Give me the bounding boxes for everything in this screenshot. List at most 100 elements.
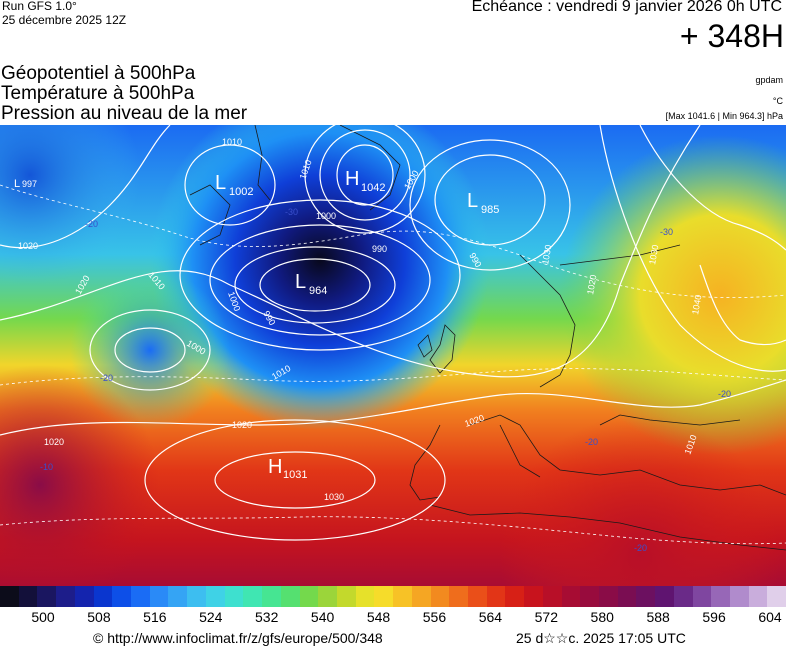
isobar-label: 1000 [316, 211, 336, 221]
param-temperature: Température à 500hPa [1, 83, 195, 104]
temperature-labels: -20 -10 -20 -30 -20 -20 -30 -20 [40, 207, 731, 553]
temperature-label: -20 [718, 389, 731, 399]
weather-map[interactable]: L 1002 H 1042 L 985 L 964 H 1031 L 997 1… [0, 125, 786, 586]
color-swatch [18, 586, 38, 607]
color-swatch [505, 586, 525, 607]
isobar-label: 1020 [18, 241, 38, 251]
color-swatch [655, 586, 674, 607]
temperature-label: -20 [634, 543, 647, 553]
color-swatch [0, 586, 19, 607]
color-swatch [112, 586, 132, 607]
center-low-3-value: 964 [309, 285, 327, 297]
isobar-label: 1040 [690, 294, 703, 315]
color-swatch [524, 586, 543, 607]
center-low-3-letter: L [295, 271, 306, 293]
unit-temperature: °C [772, 96, 783, 106]
isobar-label: 1030 [540, 244, 553, 265]
unit-geopotential: gpdam [755, 75, 783, 85]
color-swatch [149, 586, 169, 607]
forecast-lead-time: + 348H [679, 18, 784, 54]
color-swatch [673, 586, 693, 607]
color-swatch [411, 586, 431, 607]
isobars [0, 125, 786, 541]
color-scale-tick: 532 [255, 609, 279, 625]
center-high-2-letter: H [268, 456, 282, 478]
center-high-2-value: 1031 [283, 469, 307, 481]
color-scale-tick: 524 [199, 609, 223, 625]
color-swatch [486, 586, 506, 607]
center-low-2-value: 985 [481, 204, 499, 216]
color-swatch [430, 586, 450, 607]
color-swatch [243, 586, 263, 607]
color-scale-tick: 516 [143, 609, 167, 625]
source-url[interactable]: © http://www.infoclimat.fr/z/gfs/europe/… [93, 630, 383, 646]
color-scale-tick: 572 [534, 609, 558, 625]
isobar-label: 1020 [44, 437, 64, 447]
color-swatch [636, 586, 656, 607]
color-swatch [131, 586, 150, 607]
temperature-label: -20 [585, 437, 598, 447]
param-sea-level-pressure: Pression au niveau de la mer [1, 103, 248, 124]
isobar-label: 1020 [232, 420, 252, 430]
color-swatch [187, 586, 206, 607]
run-label: Run GFS 1.0° [2, 0, 77, 13]
color-scale-tick: 588 [646, 609, 670, 625]
center-low-1-value: 1002 [229, 186, 253, 198]
color-swatch [617, 586, 637, 607]
color-swatch [355, 586, 375, 607]
color-swatch [692, 586, 712, 607]
color-swatch [37, 586, 57, 607]
center-low-4-value: 997 [22, 179, 37, 189]
color-swatch [767, 586, 786, 607]
color-swatch [393, 586, 412, 607]
isobar-label: 1020 [585, 274, 598, 295]
geopotential-lines [0, 184, 786, 545]
color-swatch [336, 586, 356, 607]
temperature-label: -20 [85, 219, 98, 229]
color-swatch [56, 586, 75, 607]
color-swatch [262, 586, 281, 607]
color-swatch [74, 586, 94, 607]
coastlines [189, 125, 786, 551]
temperature-label: -30 [660, 227, 673, 237]
color-swatch [168, 586, 188, 607]
color-swatch [374, 586, 394, 607]
unit-pressure-range: [Max 1041.6 | Min 964.3] hPa [665, 111, 783, 121]
color-scale-bar [0, 586, 786, 607]
color-scale-tick: 540 [310, 609, 335, 625]
temperature-label: -10 [40, 462, 53, 472]
color-swatch [542, 586, 562, 607]
isobar-label: 990 [372, 244, 387, 254]
color-swatch [561, 586, 581, 607]
color-scale-tick: 556 [422, 609, 447, 625]
color-swatch [93, 586, 113, 607]
isobar-label: 1030 [324, 492, 344, 502]
color-swatch [299, 586, 319, 607]
color-scale-tick: 564 [478, 609, 503, 625]
color-swatch [467, 586, 487, 607]
color-scale-tick: 548 [366, 609, 391, 625]
center-low-4-letter: L [14, 178, 20, 190]
color-swatch [711, 586, 731, 607]
temperature-label: -20 [100, 373, 113, 383]
center-low-2-letter: L [467, 190, 478, 212]
forecast-valid-time: Echéance : vendredi 9 janvier 2026 0h UT… [471, 0, 782, 15]
color-scale-ticks: 500 508 516 524 532 540 548 556 564 572 580 588 596 6… [0, 609, 786, 627]
isobar-label: 1010 [222, 137, 242, 147]
color-scale-tick: 604 [758, 609, 782, 625]
pressure-centers: L 1002 H 1042 L 985 L 964 H 1031 L 997 [14, 168, 499, 481]
color-scale-tick: 580 [590, 609, 614, 625]
generated-timestamp: 25 d☆☆c. 2025 17:05 UTC [516, 630, 686, 646]
color-swatch [205, 586, 225, 607]
color-scale-tick: 508 [87, 609, 111, 625]
color-swatch [599, 586, 618, 607]
temperature-label: -30 [285, 207, 298, 217]
color-swatch [580, 586, 599, 607]
isobar-label: 1030 [647, 244, 660, 265]
center-high-1-value: 1042 [361, 182, 385, 194]
color-swatch [224, 586, 244, 607]
color-swatch [280, 586, 300, 607]
color-scale-tick: 500 [31, 609, 55, 625]
color-swatch [748, 586, 768, 607]
color-scale-tick: 596 [702, 609, 726, 625]
